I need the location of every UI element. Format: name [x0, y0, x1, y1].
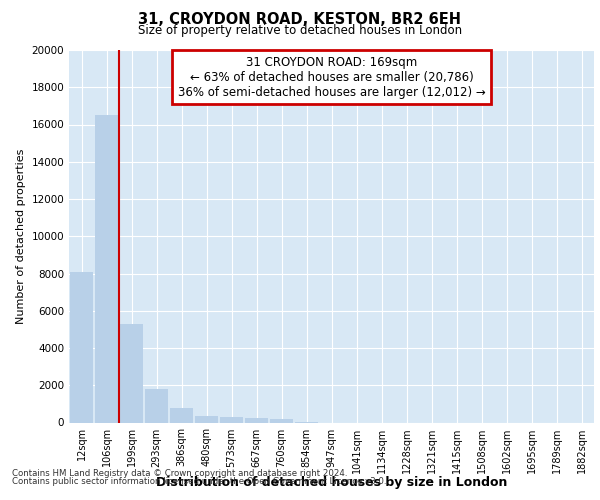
Bar: [145, 389, 168, 422]
Y-axis label: Number of detached properties: Number of detached properties: [16, 148, 26, 324]
Text: 31 CROYDON ROAD: 169sqm
← 63% of detached houses are smaller (20,786)
36% of sem: 31 CROYDON ROAD: 169sqm ← 63% of detache…: [178, 56, 485, 98]
Bar: [70, 272, 93, 422]
Bar: [220, 418, 243, 422]
Text: 31, CROYDON ROAD, KESTON, BR2 6EH: 31, CROYDON ROAD, KESTON, BR2 6EH: [139, 12, 461, 27]
X-axis label: Distribution of detached houses by size in London: Distribution of detached houses by size …: [156, 476, 507, 488]
Text: Contains HM Land Registry data © Crown copyright and database right 2024.: Contains HM Land Registry data © Crown c…: [12, 468, 347, 477]
Bar: [195, 416, 218, 422]
Text: Contains public sector information licensed under the Open Government Licence v3: Contains public sector information licen…: [12, 477, 386, 486]
Text: Size of property relative to detached houses in London: Size of property relative to detached ho…: [138, 24, 462, 37]
Bar: [170, 408, 193, 422]
Bar: [95, 115, 118, 422]
Bar: [245, 418, 268, 422]
Bar: [270, 419, 293, 422]
Bar: [120, 324, 143, 422]
